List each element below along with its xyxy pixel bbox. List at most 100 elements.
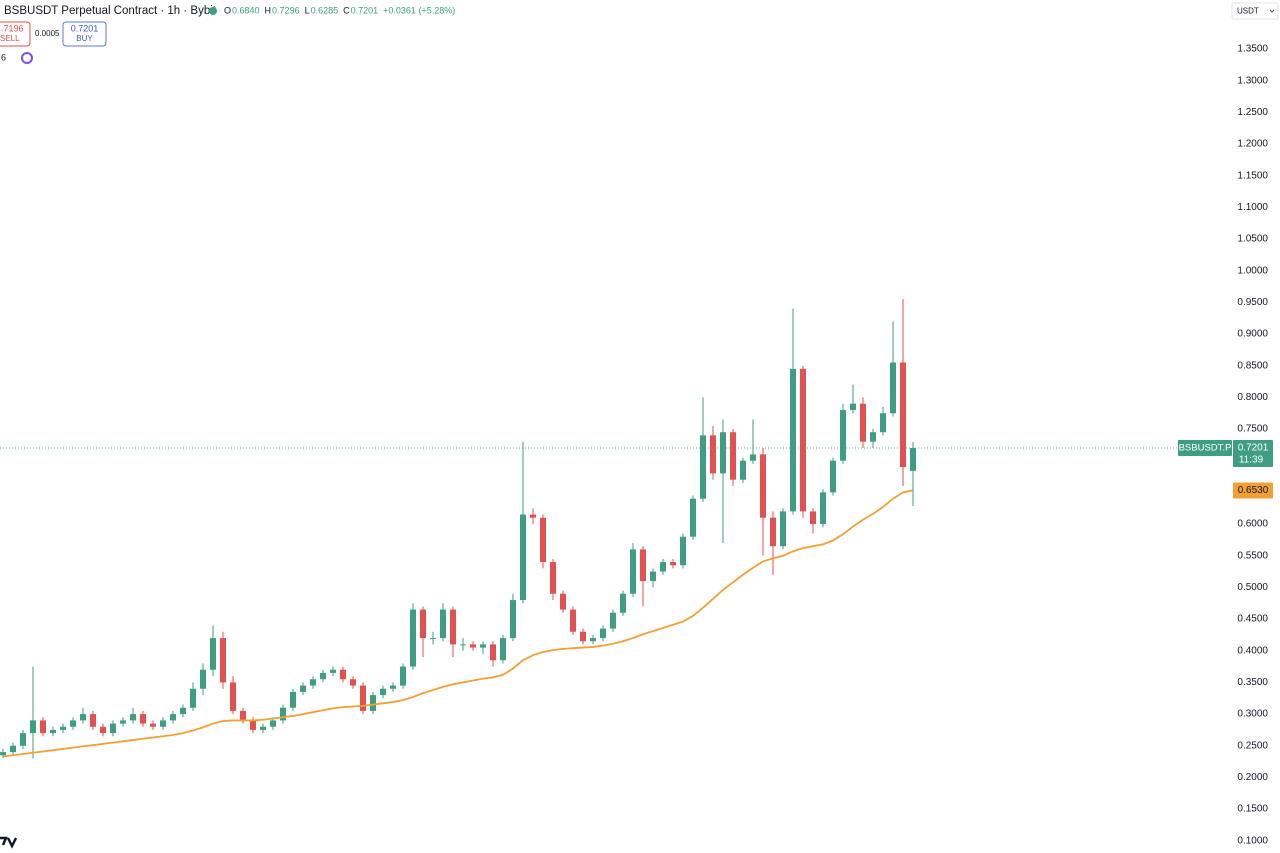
y-tick-label: 0.1000 [1237, 835, 1268, 846]
candle-body [220, 638, 226, 683]
y-tick-label: 0.2000 [1237, 772, 1268, 783]
candle-body [280, 707, 286, 721]
candle-body [460, 644, 466, 646]
candle-body [630, 549, 636, 594]
ma-price-label: 0.6530 [1238, 485, 1269, 496]
candle-body [520, 514, 526, 601]
y-tick-label: 0.8000 [1237, 392, 1268, 403]
currency-select[interactable] [1231, 2, 1279, 20]
legend-value: 0.7201 [351, 5, 379, 15]
candle-body [560, 593, 566, 610]
legend-key: L [305, 5, 310, 15]
candle-body [910, 447, 916, 471]
buy-price: 0.7201 [71, 23, 99, 33]
candle-body [340, 669, 346, 680]
candle-body [700, 435, 706, 499]
candle-body [240, 710, 246, 721]
candle-body [90, 714, 96, 727]
candle-body [160, 720, 166, 727]
candle-body [550, 562, 556, 594]
candle-body [670, 562, 676, 566]
ma-price-box [1233, 482, 1273, 499]
y-tick-label: 1.1500 [1237, 170, 1268, 181]
candle-body [540, 517, 546, 563]
legend-value: 0.6285 [311, 5, 339, 15]
candle-body [230, 682, 236, 711]
buy-label: BUY [76, 34, 93, 43]
legend-key: O [224, 5, 231, 15]
candle-body [530, 514, 536, 518]
symbol-label: BSBUSDT.P [1179, 442, 1232, 453]
refresh-icon[interactable] [21, 52, 33, 64]
currency: USDT [1237, 7, 1259, 16]
candle-body [140, 714, 146, 724]
y-tick-label: 1.2500 [1237, 107, 1268, 118]
candle-body [750, 454, 756, 461]
y-tick-label: 0.8500 [1237, 360, 1268, 371]
candle-body [170, 714, 176, 721]
last-price-box [1233, 439, 1273, 467]
candle-body [850, 403, 856, 411]
candle-body [200, 669, 206, 689]
legend-key: C [343, 5, 350, 15]
candle-body [830, 460, 836, 493]
y-tick-label: 1.3500 [1237, 44, 1268, 55]
candle-body [770, 517, 776, 547]
candle-body [320, 672, 326, 680]
candle-body [760, 454, 766, 518]
candle-body [210, 638, 216, 670]
candle-body [720, 432, 726, 474]
y-tick-label: 0.4000 [1237, 645, 1268, 656]
y-tick-label: 1.2000 [1237, 139, 1268, 150]
candle-body [360, 685, 366, 711]
symbol-label-box [1178, 439, 1232, 456]
candle-body [600, 628, 606, 639]
candle-body [130, 714, 136, 721]
y-tick-label: 1.0500 [1237, 234, 1268, 245]
candle-body [810, 511, 816, 525]
candle-body [880, 413, 886, 433]
candle-body [40, 720, 46, 734]
candle-body [410, 609, 416, 667]
candle-body [150, 723, 156, 727]
candle-body [300, 685, 306, 692]
y-tick-label: 1.0000 [1237, 265, 1268, 276]
candle-body [350, 679, 356, 686]
candle-body [70, 720, 76, 727]
y-tick-label: 0.3000 [1237, 709, 1268, 720]
candle-body [400, 666, 406, 686]
candle-body [380, 688, 386, 696]
candle-body [650, 571, 656, 582]
y-tick-label: 0.7500 [1237, 424, 1268, 435]
y-tick-label: 0.9000 [1237, 329, 1268, 340]
candle-body [510, 600, 516, 639]
countdown: 11:39 [1239, 455, 1264, 466]
sell-button[interactable] [0, 21, 31, 47]
last-price-label: 0.7201 [1238, 443, 1269, 454]
candle-body [370, 695, 376, 711]
candle-body [390, 685, 396, 689]
candle-body [50, 729, 56, 734]
candle-body [890, 362, 896, 414]
candle-body [260, 726, 266, 730]
buy-button[interactable] [62, 21, 107, 47]
sell-price: .7196 [1, 23, 24, 33]
candle-body [10, 745, 16, 753]
candle-body [120, 720, 126, 724]
candle-body [870, 432, 876, 442]
candle-body [860, 403, 866, 442]
y-tick-label: 0.5500 [1237, 550, 1268, 561]
candle-body [110, 723, 116, 734]
y-tick-label: 0.6000 [1237, 519, 1268, 530]
candle-body [250, 720, 256, 730]
candle-body [20, 733, 26, 746]
y-tick-label: 0.5000 [1237, 582, 1268, 593]
candle-body [290, 691, 296, 708]
candle-body [0, 752, 6, 756]
candle-body [570, 609, 576, 632]
candle-body [470, 644, 476, 648]
candle-body [610, 612, 616, 629]
legend-value: 0.7296 [272, 5, 300, 15]
candle-body [660, 562, 666, 572]
